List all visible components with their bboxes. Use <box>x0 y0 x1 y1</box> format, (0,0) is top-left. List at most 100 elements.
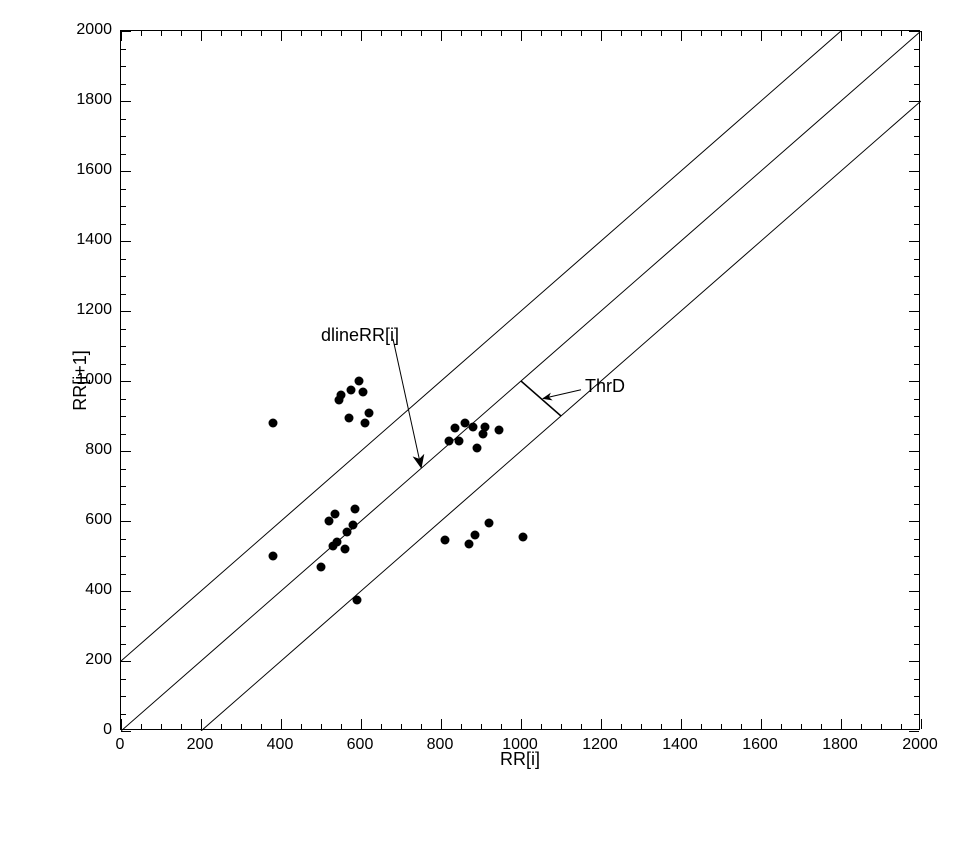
y-tick-right <box>909 311 919 312</box>
y-tick-right <box>909 171 919 172</box>
x-tick-top <box>521 31 522 41</box>
x-tick-top <box>761 31 762 41</box>
y-minor-tick <box>121 49 126 50</box>
data-point <box>441 536 450 545</box>
x-minor-tick <box>421 724 422 729</box>
y-minor-tick <box>121 154 126 155</box>
y-minor-tick-right <box>914 329 919 330</box>
x-minor-tick-top <box>181 31 182 36</box>
y-minor-tick-right <box>914 154 919 155</box>
x-tick <box>121 719 122 729</box>
x-minor-tick-top <box>861 31 862 36</box>
x-minor-tick <box>401 724 402 729</box>
y-minor-tick-right <box>914 504 919 505</box>
x-tick-label: 600 <box>347 736 374 754</box>
x-tick-top <box>841 31 842 41</box>
y-tick-label: 1200 <box>60 301 112 319</box>
y-minor-tick <box>121 399 126 400</box>
x-minor-tick <box>381 724 382 729</box>
data-point <box>317 562 326 571</box>
y-tick <box>121 521 131 522</box>
y-minor-tick <box>121 84 126 85</box>
data-point <box>485 518 494 527</box>
x-minor-tick-top <box>381 31 382 36</box>
y-minor-tick <box>121 644 126 645</box>
y-minor-tick-right <box>914 136 919 137</box>
x-minor-tick-top <box>641 31 642 36</box>
y-minor-tick <box>121 626 126 627</box>
y-minor-tick <box>121 679 126 680</box>
y-minor-tick-right <box>914 84 919 85</box>
y-minor-tick <box>121 119 126 120</box>
y-minor-tick-right <box>914 189 919 190</box>
data-point <box>359 387 368 396</box>
x-minor-tick <box>141 724 142 729</box>
x-tick <box>921 719 922 729</box>
x-minor-tick-top <box>721 31 722 36</box>
y-minor-tick-right <box>914 346 919 347</box>
x-minor-tick <box>781 724 782 729</box>
y-minor-tick <box>121 364 126 365</box>
x-minor-tick <box>181 724 182 729</box>
x-minor-tick-top <box>141 31 142 36</box>
data-point <box>269 552 278 561</box>
y-minor-tick <box>121 136 126 137</box>
y-minor-tick-right <box>914 714 919 715</box>
data-point <box>345 413 354 422</box>
y-minor-tick-right <box>914 206 919 207</box>
y-minor-tick <box>121 329 126 330</box>
x-tick-top <box>601 31 602 41</box>
y-tick <box>121 31 131 32</box>
y-minor-tick <box>121 486 126 487</box>
y-minor-tick <box>121 206 126 207</box>
y-minor-tick <box>121 224 126 225</box>
x-minor-tick-top <box>501 31 502 36</box>
data-point <box>471 531 480 540</box>
data-point <box>361 419 370 428</box>
x-minor-tick <box>221 724 222 729</box>
annotation-dlinerr-label: dlineRR[i] <box>321 325 399 346</box>
y-minor-tick <box>121 469 126 470</box>
data-point <box>451 424 460 433</box>
x-tick-label: 800 <box>427 736 454 754</box>
thrd-segment <box>521 381 561 416</box>
data-point <box>495 426 504 435</box>
x-minor-tick <box>861 724 862 729</box>
x-minor-tick <box>661 724 662 729</box>
x-minor-tick <box>721 724 722 729</box>
y-minor-tick-right <box>914 66 919 67</box>
y-minor-tick-right <box>914 364 919 365</box>
x-tick-top <box>441 31 442 41</box>
y-minor-tick-right <box>914 294 919 295</box>
y-tick-label: 1000 <box>60 371 112 389</box>
y-tick <box>121 171 131 172</box>
x-minor-tick-top <box>741 31 742 36</box>
x-tick <box>681 719 682 729</box>
data-point <box>465 539 474 548</box>
x-tick-top <box>921 31 922 41</box>
y-tick-right <box>909 661 919 662</box>
x-minor-tick <box>461 724 462 729</box>
y-minor-tick-right <box>914 556 919 557</box>
data-point <box>355 377 364 386</box>
data-point <box>269 419 278 428</box>
y-minor-tick <box>121 189 126 190</box>
x-minor-tick <box>261 724 262 729</box>
data-point <box>341 545 350 554</box>
y-minor-tick <box>121 294 126 295</box>
y-minor-tick-right <box>914 224 919 225</box>
y-tick <box>121 381 131 382</box>
y-minor-tick <box>121 609 126 610</box>
y-minor-tick-right <box>914 626 919 627</box>
y-minor-tick-right <box>914 609 919 610</box>
annotation-thrd-label: ThrD <box>585 376 625 397</box>
x-minor-tick <box>481 724 482 729</box>
x-minor-tick-top <box>321 31 322 36</box>
x-minor-tick <box>821 724 822 729</box>
data-point <box>351 504 360 513</box>
y-tick-right <box>909 591 919 592</box>
y-minor-tick <box>121 276 126 277</box>
y-minor-tick <box>121 434 126 435</box>
x-minor-tick-top <box>241 31 242 36</box>
y-minor-tick <box>121 556 126 557</box>
